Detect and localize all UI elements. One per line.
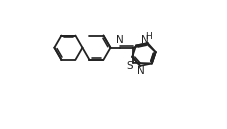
Text: N: N [116, 35, 124, 45]
Text: N: N [136, 66, 144, 76]
Text: S: S [126, 61, 132, 71]
Text: N: N [140, 35, 148, 45]
Text: H: H [144, 32, 151, 41]
